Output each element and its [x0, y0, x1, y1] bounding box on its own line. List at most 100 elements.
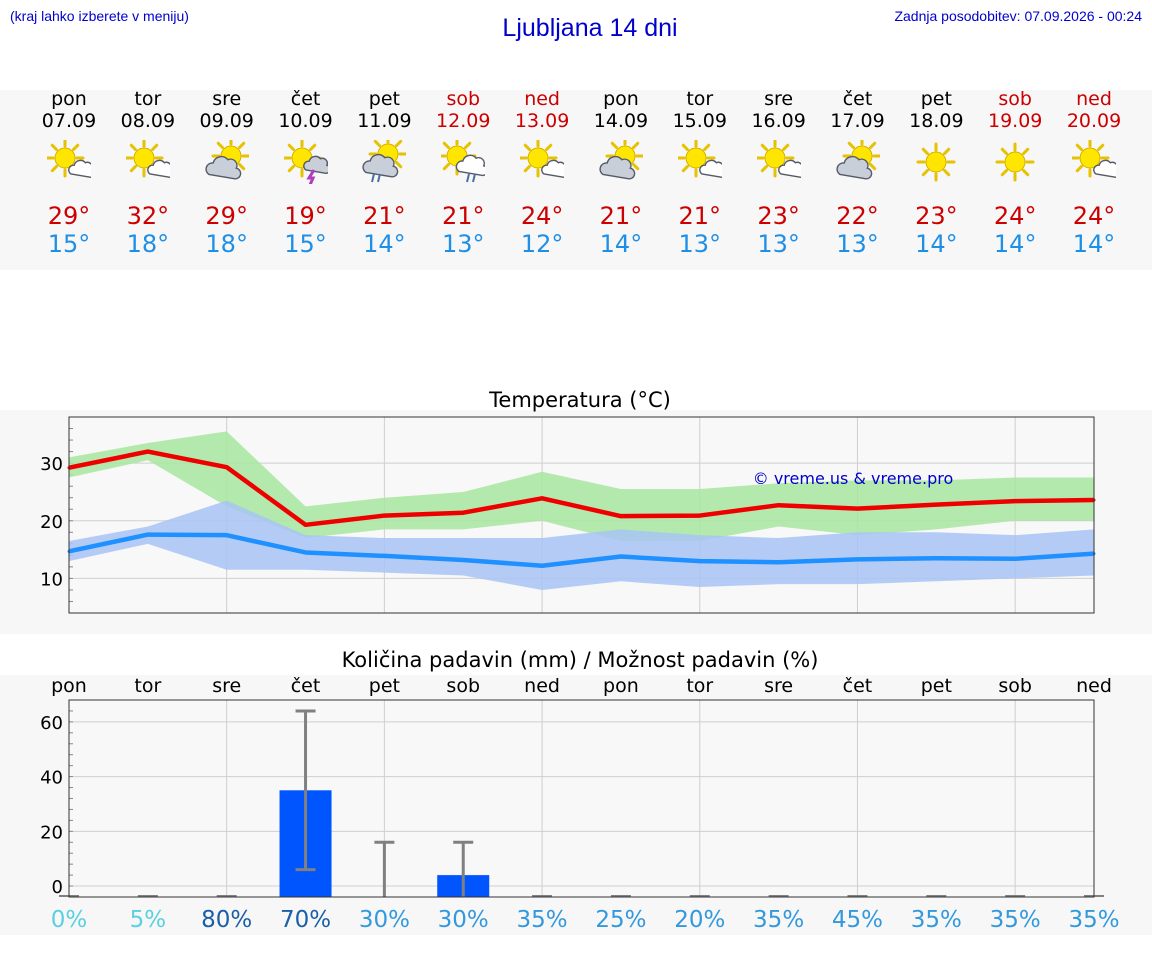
max-temperature: 24°: [1072, 202, 1116, 230]
min-temperature-band: [69, 500, 1094, 590]
max-temperature: 21°: [441, 202, 485, 230]
sun-rain-cloud-icon: [437, 136, 489, 183]
day-column: sob 19.09 24° 14°: [975, 88, 1055, 258]
min-temperature: 13°: [441, 230, 485, 258]
min-temperature-point: [698, 559, 702, 563]
day-column: sre 16.09 23° 13°: [739, 88, 819, 258]
sun-cloud-icon: [124, 138, 175, 178]
max-temperature-point: [461, 511, 465, 515]
max-temperature: 19°: [284, 202, 327, 230]
day-name: sre: [764, 88, 794, 110]
min-temperature: 18°: [126, 230, 170, 258]
precipitation-probability: 80%: [201, 907, 252, 933]
max-temperature-point: [146, 450, 150, 454]
max-temperature: 29°: [205, 202, 248, 230]
day-name: čet: [290, 88, 321, 110]
day-name: pet: [368, 88, 400, 110]
day-date: 11.09: [357, 110, 412, 132]
max-temperature-point: [777, 503, 781, 507]
sun-cloud-icon: [676, 138, 727, 178]
day-name: ned: [1076, 88, 1112, 110]
x-category-label: pon: [51, 675, 87, 697]
cloud-shape: [362, 153, 399, 178]
max-temperature-band: [69, 431, 1094, 541]
day-date: 07.09: [41, 110, 97, 132]
max-temperature-point: [698, 514, 702, 518]
x-category-label: ned: [1076, 675, 1112, 697]
max-temperature: 32°: [126, 202, 170, 230]
x-category-label: tor: [686, 675, 713, 697]
min-temperature-point: [777, 560, 781, 564]
max-temperature-point: [540, 496, 544, 500]
location-hint[interactable]: (kraj lahko izberete v meniju): [10, 8, 189, 24]
x-category-label: sob: [998, 675, 1032, 697]
min-temperature-point: [225, 533, 229, 537]
day-name: sob: [998, 88, 1032, 110]
max-temperature: 22°: [836, 202, 879, 230]
day-column: pon 14.09 21° 14°: [581, 88, 661, 258]
precipitation-chart: 0 20 40 60 pon tor sre čet pet sob ned pon tor sre čet…: [40, 675, 1119, 933]
precipitation-probability: 35%: [1068, 907, 1119, 933]
day-column: ned 20.09 24° 14°: [1054, 88, 1134, 258]
sun-shape: [282, 138, 322, 178]
x-category-label: pon: [603, 675, 639, 697]
sun-shape: [518, 138, 558, 178]
precipitation-chart-title: Količina padavin (mm) / Možnost padavin …: [341, 648, 819, 672]
day-name: sre: [212, 88, 242, 110]
day-column: pon 07.09 29° 15°: [29, 88, 109, 258]
temperature-chart-title: Temperatura (°C): [489, 388, 671, 412]
x-category-label: tor: [134, 675, 161, 697]
day-column: sre 09.09 29° 18°: [187, 88, 267, 258]
cloud-shape: [205, 155, 241, 180]
max-temperature: 23°: [757, 202, 800, 230]
day-column: čet 10.09 19° 15°: [266, 88, 346, 258]
sun-thunderstorm-icon: [282, 138, 331, 186]
min-temperature: 14°: [915, 230, 958, 258]
cloud-sun-icon: [835, 136, 881, 180]
day-date: 12.09: [436, 110, 491, 132]
min-temperature: 14°: [363, 230, 406, 258]
day-date: 15.09: [672, 110, 727, 132]
max-temperature-point: [855, 507, 859, 511]
chart-watermark: © vreme.us & vreme.pro: [753, 469, 954, 488]
max-temperature-point: [304, 523, 308, 527]
max-temperature-point: [934, 503, 938, 507]
day-column: tor 08.09 32° 18°: [108, 88, 188, 258]
sun-shape: [995, 142, 1035, 182]
day-date: 10.09: [278, 110, 333, 132]
max-temperature-line: [68, 449, 1095, 528]
sun-shape: [676, 138, 716, 178]
precipitation-probability: 45%: [832, 907, 883, 933]
cloud-sun-icon: [599, 136, 645, 180]
day-name: ned: [524, 88, 560, 110]
day-name: sob: [446, 88, 481, 110]
sun-cloud-icon: [1070, 138, 1121, 178]
min-temperature-point: [1013, 557, 1017, 561]
precipitation-probability: 25%: [595, 907, 646, 933]
x-category-label: sre: [764, 675, 793, 697]
min-temperature: 15°: [47, 230, 91, 258]
forecast-days-panel: [0, 90, 1152, 270]
cloud-shape: [599, 155, 636, 180]
day-date: 14.09: [593, 110, 649, 132]
day-column: pet 18.09 23° 14°: [896, 88, 976, 258]
max-temperature-point: [225, 465, 229, 469]
precipitation-probability: 70%: [280, 907, 331, 933]
y-tick-label: 20: [40, 512, 63, 533]
max-temperature-point: [619, 514, 623, 518]
sun-cloud-icon: [755, 138, 806, 178]
max-temperature-point: [382, 514, 386, 518]
min-temperature-point: [304, 550, 308, 554]
min-temperature: 14°: [599, 230, 643, 258]
day-name: pet: [920, 88, 952, 110]
precipitation-probability: 20%: [674, 907, 725, 933]
day-date: 16.09: [751, 110, 806, 132]
min-temperature-point: [146, 533, 150, 537]
day-date: 19.09: [987, 110, 1043, 132]
sun-shape: [916, 142, 956, 182]
y-tick-label: 30: [40, 454, 63, 475]
cloud-sun-rain-icon: [362, 134, 408, 183]
day-name: čet: [842, 88, 873, 110]
min-temperature-point: [934, 556, 938, 560]
day-date: 09.09: [199, 110, 254, 132]
